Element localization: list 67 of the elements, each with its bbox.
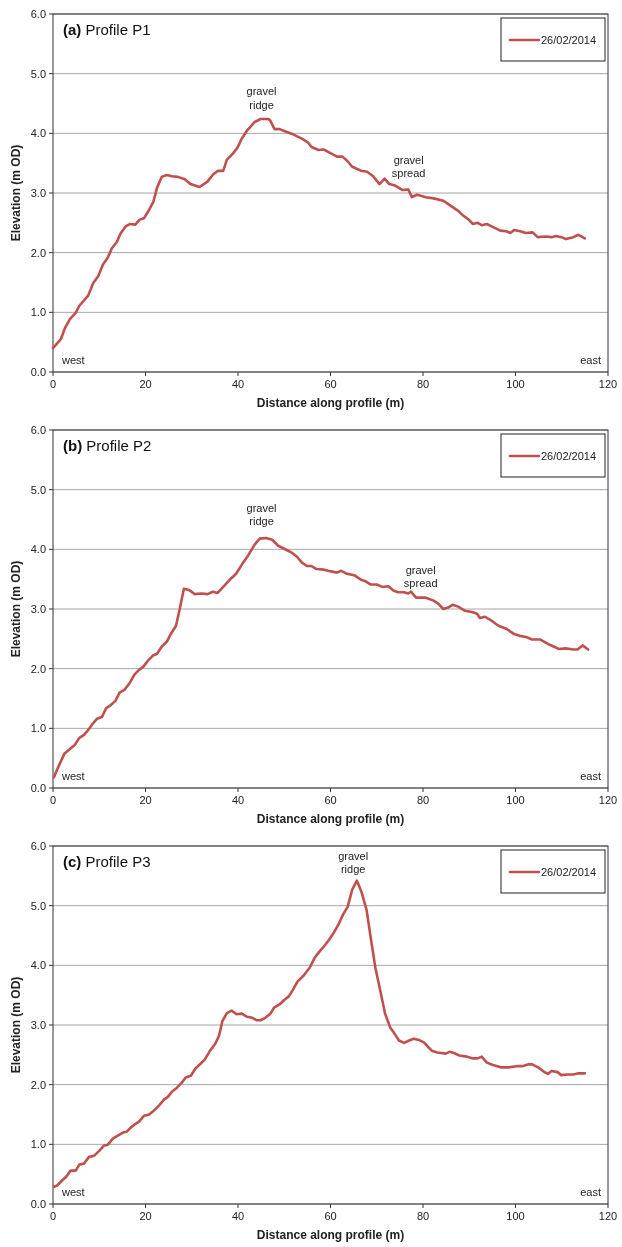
x-tick-label: 60	[324, 378, 337, 390]
y-tick-label: 1.0	[30, 722, 46, 735]
y-tick-label: 2.0	[30, 662, 46, 675]
x-tick-label: 100	[506, 378, 525, 390]
y-tick-label: 1.0	[30, 1138, 46, 1151]
y-tick-label: 5.0	[30, 483, 46, 496]
x-tick-label: 0	[49, 1210, 57, 1222]
annotation: gravel ridge	[246, 501, 277, 528]
x-tick-label: 20	[139, 794, 152, 806]
annotation: east	[580, 770, 601, 782]
x-tick-label: 80	[416, 378, 430, 390]
legend-label: 26/02/2014	[541, 449, 597, 462]
x-tick-label: 80	[416, 1210, 430, 1222]
annotation: west	[61, 354, 85, 366]
y-axis-title: Elevation (m OD)	[9, 144, 23, 242]
x-tick-label: 0	[49, 378, 57, 390]
y-tick-label: 0.0	[30, 365, 46, 378]
y-tick-label: 3.0	[30, 186, 46, 199]
y-tick-label: 3.0	[30, 1018, 46, 1031]
y-tick-label: 4.0	[30, 959, 46, 972]
y-axis-title: Elevation (m OD)	[9, 560, 23, 658]
text: (b) Profile P2	[63, 437, 152, 454]
x-axis-title: Distance along profile (m)	[256, 396, 405, 410]
y-tick-label: 4.0	[30, 127, 46, 140]
x-tick-label: 120	[598, 794, 618, 806]
x-axis-title: Distance along profile (m)	[256, 1228, 405, 1242]
y-tick-label: 4.0	[30, 543, 46, 556]
y-tick-label: 1.0	[30, 306, 46, 319]
legend-label: 26/02/2014	[541, 865, 597, 878]
y-tick-label: 2.0	[30, 1078, 46, 1091]
annotation: west	[61, 1186, 85, 1198]
x-tick-label: 20	[139, 378, 152, 390]
annotation: east	[580, 354, 601, 366]
x-tick-label: 0	[49, 794, 57, 806]
text: (a) Profile P1	[63, 21, 151, 38]
x-tick-label: 40	[231, 794, 245, 806]
x-tick-label: 120	[598, 378, 618, 390]
x-tick-label: 100	[506, 1210, 525, 1222]
y-tick-label: 5.0	[30, 899, 46, 912]
annotation: gravel spread	[403, 564, 438, 590]
y-tick-label: 0.0	[30, 1197, 46, 1210]
text: (c) Profile P3	[63, 853, 151, 870]
y-tick-label: 3.0	[30, 602, 46, 615]
x-axis-title: Distance along profile (m)	[256, 812, 405, 826]
legend-label: 26/02/2014	[541, 33, 597, 46]
y-tick-label: 0.0	[30, 781, 46, 794]
x-tick-label: 60	[324, 1210, 337, 1222]
annotation: gravel ridge	[246, 85, 277, 111]
annotation: west	[61, 770, 85, 782]
x-tick-label: 40	[231, 378, 245, 390]
y-axis-title: Elevation (m OD)	[9, 976, 23, 1074]
y-tick-label: 2.0	[30, 246, 46, 259]
x-tick-label: 20	[139, 1210, 152, 1222]
y-tick-label: 6.0	[30, 423, 46, 436]
y-tick-label: 5.0	[30, 67, 46, 80]
x-tick-label: 60	[324, 794, 337, 806]
annotation: east	[580, 1186, 601, 1198]
x-tick-label: 120	[598, 1210, 618, 1222]
y-tick-label: 6.0	[30, 7, 46, 20]
x-tick-label: 40	[231, 1210, 245, 1222]
x-tick-label: 100	[506, 794, 525, 806]
line-series	[52, 879, 587, 1188]
annotation: gravel spread	[391, 154, 426, 180]
line-series	[51, 117, 587, 350]
annotation: gravel ridge	[338, 849, 369, 876]
y-tick-label: 6.0	[30, 839, 46, 852]
x-tick-label: 80	[416, 794, 430, 806]
